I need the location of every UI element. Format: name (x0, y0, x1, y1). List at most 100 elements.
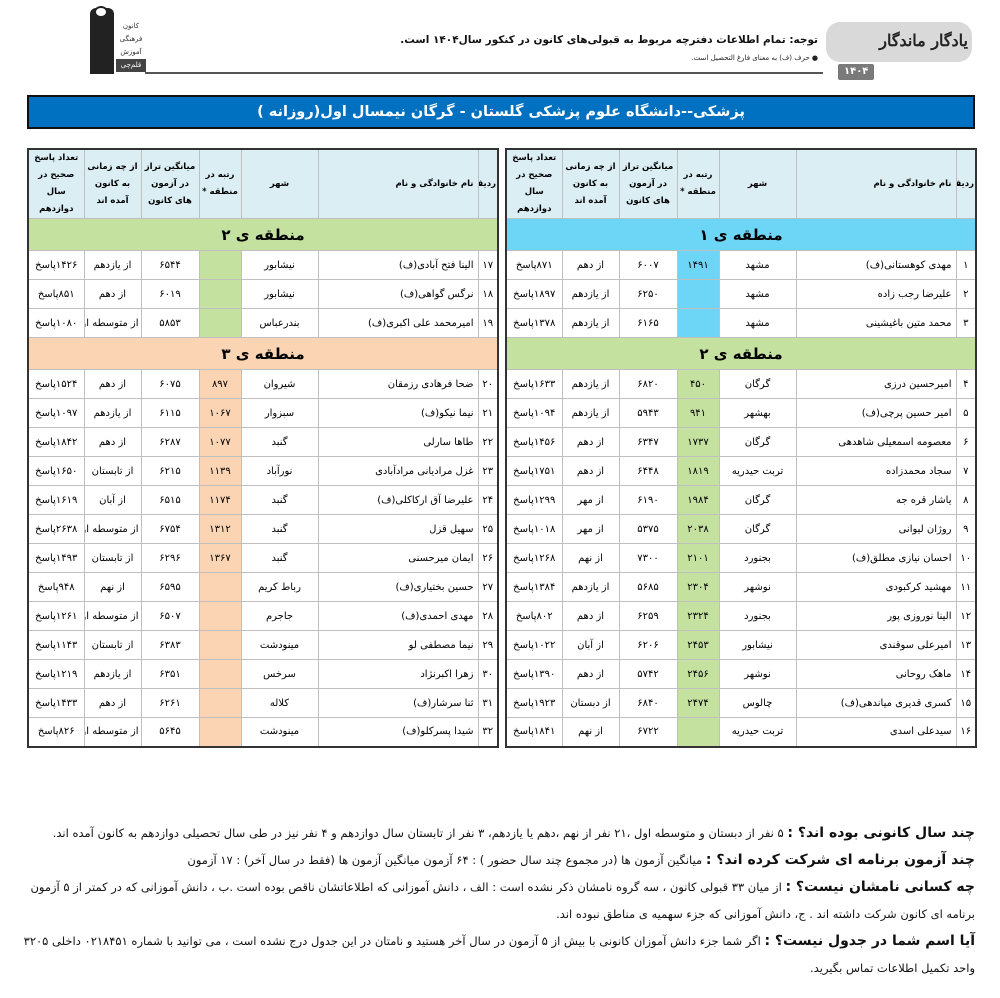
column-header-correct-answers: تعداد پاسخ صحیح در سال دوازدهم (505, 148, 563, 219)
joined-since-cell: از دهم (561, 456, 620, 486)
zone-rank-cell: ۲۴۵۶ (676, 659, 720, 689)
joined-since-cell: از یازدهم (561, 369, 620, 399)
row-number-cell: ۱۴ (955, 659, 977, 689)
table-row: ۹ روژان لیوانی گرگان ۲۰۳۸ ۵۳۷۵ از مهر ۱۰۱۸پاسخ (505, 514, 977, 544)
avg-score-cell: ۶۲۵۰ (618, 279, 678, 309)
avg-score-cell: ۷۳۰۰ (618, 543, 678, 573)
row-number-cell: ۳۱ (477, 688, 499, 718)
joined-since-cell: از دبستان (561, 688, 620, 718)
full-name-cell: کسری قدیری میاندهی(ف) (795, 688, 957, 718)
avg-score-cell: ۶۰۱۹ (140, 279, 200, 309)
footer-notes: چند سال کانونی بوده اند؟ : ۵ نفر از دبست… (20, 820, 975, 982)
zone-rank-cell (198, 717, 242, 747)
footer-answer: ۵ نفر از دبستان و متوسطه اول ،۲۱ نفر از … (52, 826, 788, 840)
correct-answers-cell: ۱۴۵۶پاسخ (505, 427, 563, 457)
full-name-cell: نیما نیکو(ف) (317, 398, 479, 428)
avg-score-cell: ۶۲۸۷ (140, 427, 200, 457)
full-name-cell: امیرمحمد علی اکبری(ف) (317, 308, 479, 338)
footer-answer: از میان ۳۳ قبولی کانون ، سه گروه نامشان … (30, 880, 975, 921)
joined-since-cell: از مهر (561, 514, 620, 544)
zone-row: منطقه ی ۳ (27, 337, 499, 370)
correct-answers-cell: ۱۸۴۱پاسخ (505, 717, 563, 747)
footer-answer: میانگین آزمون ها (در مجموع چند سال حضور … (187, 853, 706, 867)
full-name-cell: حسین بختیاری(ف) (317, 572, 479, 602)
zone-rank-cell (198, 688, 242, 718)
joined-since-cell: از تابستان (83, 543, 142, 573)
zone-rank-cell: ۱۳۶۷ (198, 543, 242, 573)
correct-answers-cell: ۸۷۱پاسخ (505, 250, 563, 280)
row-number-cell: ۴ (955, 369, 977, 399)
correct-answers-cell: ۱۶۱۹پاسخ (27, 485, 85, 515)
correct-answers-cell: ۱۸۹۷پاسخ (505, 279, 563, 309)
joined-since-cell: از مهر (561, 485, 620, 515)
joined-since-cell: از نهم (83, 572, 142, 602)
zone-rank-cell (198, 659, 242, 689)
avg-score-cell: ۶۱۱۵ (140, 398, 200, 428)
logo-text: یادگار ماندگار (879, 31, 968, 50)
table-row: ۲۴ علیرضا آق ارکاکلی(ف) گنبد ۱۱۷۴ ۶۵۱۵ از آبا… (27, 485, 499, 515)
avg-score-cell: ۶۲۰۶ (618, 630, 678, 660)
table-row: ۱۰ احسان نیازی مطلق(ف) بجنورد ۲۱۰۱ ۷۳۰۰ از نه… (505, 543, 977, 573)
footer-note: چند سال کانونی بوده اند؟ : ۵ نفر از دبست… (20, 820, 975, 847)
table-row: ۳۱ ثنا سرشار(ف) کلاله ۶۲۶۱ از دهم ۱۴۳۳پاسخ (27, 688, 499, 718)
avg-score-cell: ۶۲۵۹ (618, 601, 678, 631)
zone-rank-cell: ۹۴۱ (676, 398, 720, 428)
zone-rank-cell (198, 601, 242, 631)
joined-since-cell: از یازدهم (561, 572, 620, 602)
column-header-joined-since: از چه زمانی به کانون آمده اند (561, 148, 620, 219)
avg-score-cell: ۵۹۴۳ (618, 398, 678, 428)
full-name-cell: امیرعلی سوقندی (795, 630, 957, 660)
row-number-cell: ۶ (955, 427, 977, 457)
full-name-cell: مهدی کوهستانی(ف) (795, 250, 957, 280)
zone-label: منطقه ی ۱ (505, 218, 977, 251)
city-cell: شیروان (240, 369, 319, 399)
row-number-cell: ۲۱ (477, 398, 499, 428)
table-row: ۷ سجاد محمدزاده تربت حیدریه ۱۸۱۹ ۶۴۴۸ از دهم ۱… (505, 456, 977, 486)
zone-rank-cell: ۲۰۳۸ (676, 514, 720, 544)
row-number-cell: ۱۹ (477, 308, 499, 338)
footer-question: چه کسانی نامشان نیست؟ : (785, 879, 975, 895)
correct-answers-cell: ۱۵۲۴پاسخ (27, 369, 85, 399)
zone-rank-cell: ۱۰۶۷ (198, 398, 242, 428)
joined-since-cell: از نهم (561, 543, 620, 573)
avg-score-cell: ۶۵۱۵ (140, 485, 200, 515)
correct-answers-cell: ۱۰۱۸پاسخ (505, 514, 563, 544)
full-name-cell: غزل مرادیانی مرادآبادی (317, 456, 479, 486)
correct-answers-cell: ۹۴۸پاسخ (27, 572, 85, 602)
row-number-cell: ۱۱ (955, 572, 977, 602)
joined-since-cell: از تابستان (83, 456, 142, 486)
correct-answers-cell: ۱۴۳۳پاسخ (27, 688, 85, 718)
correct-answers-cell: ۱۴۲۶پاسخ (27, 250, 85, 280)
avg-score-cell: ۶۷۲۲ (618, 717, 678, 747)
zone-rank-cell: ۱۷۳۷ (676, 427, 720, 457)
correct-answers-cell: ۱۰۸۰پاسخ (27, 308, 85, 338)
avg-score-cell: ۵۸۵۳ (140, 308, 200, 338)
joined-since-cell: از دهم (83, 688, 142, 718)
table-row: ۲۷ حسین بختیاری(ف) رباط کریم ۶۵۹۵ از نهم ۹۴۸پ… (27, 572, 499, 602)
zone-label: منطقه ی ۳ (27, 337, 499, 370)
avg-score-cell: ۶۵۰۷ (140, 601, 200, 631)
joined-since-cell: از تابستان (83, 630, 142, 660)
city-cell: جاجرم (240, 601, 319, 631)
joined-since-cell: از نهم (561, 717, 620, 747)
row-number-cell: ۲۳ (477, 456, 499, 486)
city-cell: گنبد (240, 485, 319, 515)
avg-score-cell: ۶۲۶۱ (140, 688, 200, 718)
joined-since-cell: از آبان (83, 485, 142, 515)
avg-score-cell: ۶۳۴۷ (618, 427, 678, 457)
joined-since-cell: از دهم (83, 279, 142, 309)
notice-text: توجه: تمام اطلاعات دفترچه مربوط به قبولی… (400, 34, 818, 46)
table-row: ۱۹ امیرمحمد علی اکبری(ف) بندرعباس ۵۸۵۳ از مت… (27, 308, 499, 338)
correct-answers-cell: ۱۳۸۴پاسخ (505, 572, 563, 602)
joined-since-cell: از دهم (561, 659, 620, 689)
joined-since-cell: از یازدهم (561, 308, 620, 338)
column-header-zone-rank: رتبه در منطقه * (676, 148, 720, 219)
zone-row: منطقه ی ۲ (505, 337, 977, 370)
column-header-full-name: نام خانوادگی و نام (317, 148, 479, 219)
zone-rank-cell (198, 630, 242, 660)
table-row: ۲۲ طاها سارلی گنبد ۱۰۷۷ ۶۲۸۷ از دهم ۱۸۴۲پاسخ (27, 427, 499, 457)
column-header-correct-answers: تعداد پاسخ صحیح در سال دوازدهم (27, 148, 85, 219)
avg-score-cell: ۶۳۸۳ (140, 630, 200, 660)
table-row: ۴ امیرحسین درزی گرگان ۴۵۰ ۶۸۲۰ از یازدهم ۱۶۳۳پ… (505, 369, 977, 399)
